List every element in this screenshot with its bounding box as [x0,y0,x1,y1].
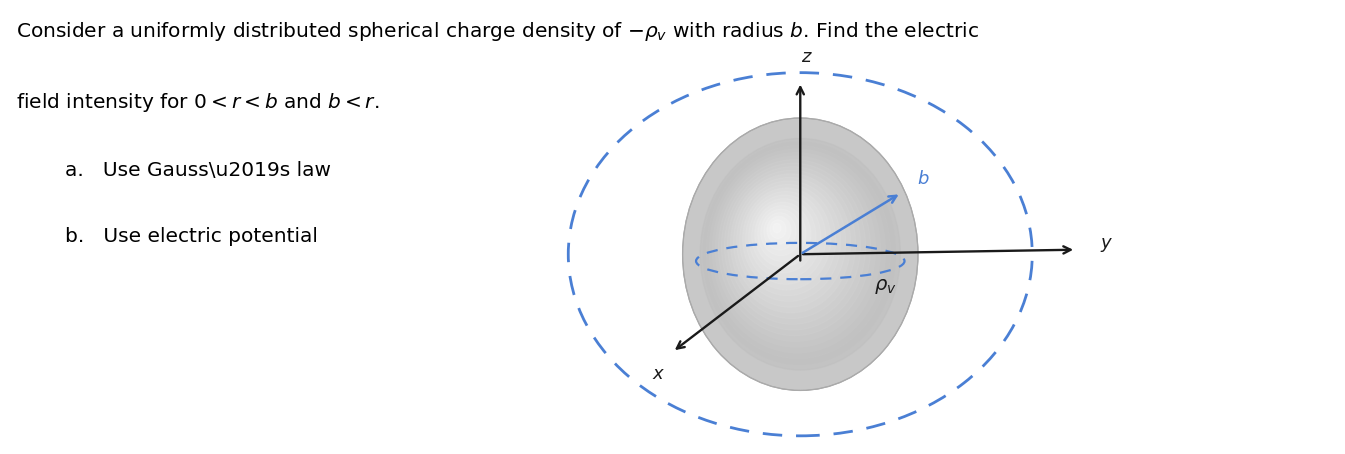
Ellipse shape [728,170,855,319]
Ellipse shape [742,188,831,290]
Ellipse shape [733,178,846,307]
Ellipse shape [757,206,806,262]
Text: $y$: $y$ [1100,236,1114,254]
Ellipse shape [740,184,835,296]
Ellipse shape [764,213,796,250]
Ellipse shape [752,199,816,273]
Ellipse shape [703,142,896,364]
Ellipse shape [721,163,866,330]
Ellipse shape [718,160,870,336]
Text: Consider a uniformly distributed spherical charge density of $-\rho_v$ with radi: Consider a uniformly distributed spheric… [16,20,979,44]
Ellipse shape [767,217,791,244]
Ellipse shape [730,174,850,313]
Text: a.   Use Gauss\u2019s law: a. Use Gauss\u2019s law [65,161,331,180]
Text: $b$: $b$ [917,170,929,188]
Ellipse shape [725,167,861,324]
Text: $x$: $x$ [652,365,666,384]
Ellipse shape [755,202,811,267]
Ellipse shape [709,149,885,353]
Ellipse shape [745,192,826,284]
Text: $\rho_v$: $\rho_v$ [874,276,897,296]
Text: b.   Use electric potential: b. Use electric potential [65,227,317,246]
Ellipse shape [716,156,876,341]
Ellipse shape [773,223,781,233]
Ellipse shape [749,195,820,278]
Text: $z$: $z$ [802,48,812,66]
Ellipse shape [769,220,785,238]
Ellipse shape [682,118,917,390]
Ellipse shape [706,146,890,359]
Ellipse shape [761,209,800,256]
Text: field intensity for $0 < r < b$ and $b < r$.: field intensity for $0 < r < b$ and $b <… [16,91,379,114]
Ellipse shape [701,138,900,370]
Ellipse shape [737,181,841,301]
Ellipse shape [713,153,881,347]
